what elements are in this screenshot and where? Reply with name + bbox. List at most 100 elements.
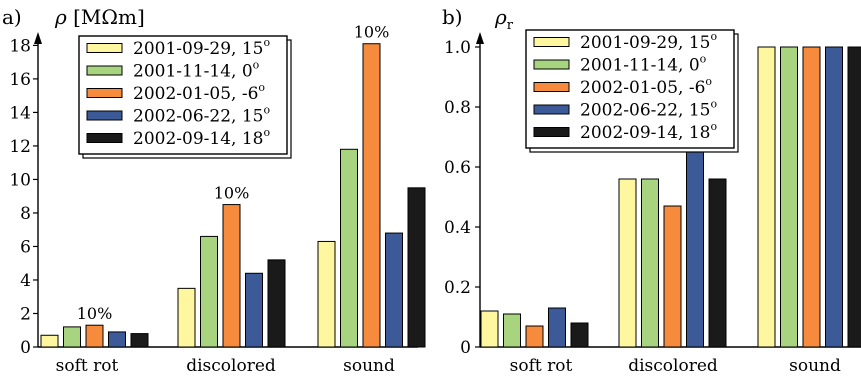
legend-label-2002-09-14: 2002-09-14, 18o — [580, 120, 717, 143]
bar-sound-2002-01-05 — [802, 46, 821, 348]
legend-label-2001-11-14: 2001-11-14, 0o — [580, 53, 707, 76]
legend-degree-superscript: o — [700, 53, 707, 66]
bar-soft-rot-2001-09-29 — [40, 334, 59, 348]
y-tick-label: 0.8 — [444, 98, 471, 118]
bar-discolored-2002-09-14 — [267, 259, 286, 348]
category-label-discolored: discolored — [628, 356, 718, 376]
legend-degree-superscript: o — [263, 104, 270, 117]
legend-degree-superscript: o — [263, 126, 270, 139]
panel-a: 0 2 4 6 8 10 12 14 16 18 a) ρ [MΩm] soft rot discolor… — [2, 5, 426, 376]
bar-discolored-2001-09-29 — [177, 287, 196, 348]
annotation-label: 10% — [214, 184, 250, 203]
bar-sound-2001-11-14 — [340, 148, 358, 348]
legend-swatch-2002-06-22 — [533, 104, 570, 115]
bar-soft-rot-2002-09-14 — [130, 333, 149, 348]
y-tick-label: 0 — [20, 338, 31, 358]
category-label-sound: sound — [789, 356, 841, 376]
bar-soft-rot-2002-09-14 — [570, 322, 589, 348]
bar-sound-2002-09-14 — [407, 187, 426, 348]
bar-soft-rot-2001-09-29 — [480, 310, 499, 348]
y-axis-arrow — [476, 32, 484, 44]
bar-discolored-2001-09-29 — [618, 178, 637, 348]
y-tick-label: 10 — [9, 170, 31, 190]
legend-swatch-2001-11-14 — [533, 59, 570, 70]
legend-swatch-2001-09-29 — [533, 37, 570, 47]
bar-soft-rot-2001-11-14 — [63, 326, 81, 348]
legend-label-2002-09-14: 2002-09-14, 18o — [133, 126, 270, 149]
legend-degree-superscript: o — [705, 75, 712, 88]
y-axis-label: ρr — [494, 5, 514, 33]
bar-discolored-2002-01-05 — [222, 204, 241, 348]
bar-sound-2002-09-14 — [847, 46, 861, 348]
y-tick-label: 0.6 — [444, 158, 471, 178]
annotation-label: 10% — [354, 23, 390, 42]
bar-soft-rot-2002-01-05 — [85, 324, 104, 348]
legend-label-2002-01-05: 2002-01-05, -6o — [133, 81, 265, 104]
y-tick-label: 4 — [20, 271, 31, 291]
category-label-discolored: discolored — [186, 356, 276, 376]
bar-discolored-2002-01-05 — [663, 205, 682, 348]
legend-degree-superscript: o — [710, 120, 717, 133]
legend-degree-superscript: o — [710, 98, 717, 111]
legend-label-2001-09-29: 2001-09-29, 15o — [580, 30, 717, 53]
category-label-sound: sound — [343, 356, 395, 376]
y-axis-label: ρ [MΩm] — [54, 5, 145, 29]
bar-soft-rot-2002-01-05 — [525, 325, 544, 348]
bar-discolored-2001-11-14 — [200, 235, 218, 348]
panel-letter: b) — [442, 5, 463, 29]
legend-swatch-2002-09-14 — [86, 133, 123, 143]
bar-soft-rot-2002-06-22 — [548, 307, 566, 348]
y-tick-label: 12 — [9, 137, 31, 157]
panel-letter: a) — [2, 5, 22, 29]
y-axis-label-symbol: ρ — [54, 5, 73, 29]
y-tick-label: 6 — [20, 237, 31, 257]
legend-swatch-2002-06-22 — [86, 110, 123, 121]
legend-swatch-2002-01-05 — [86, 88, 123, 98]
bar-discolored-2001-11-14 — [641, 178, 659, 348]
panel-b: 0 0.2 0.4 0.6 0.8 1.0 b) ρr soft rot discolored so… — [442, 5, 861, 376]
y-tick-label: 1.0 — [444, 38, 471, 58]
y-tick-label: 0 — [460, 338, 471, 358]
legend-label-2002-06-22: 2002-06-22, 15o — [580, 98, 717, 121]
legend-swatch-2001-11-14 — [86, 65, 123, 76]
legend-degree-superscript: o — [263, 36, 270, 49]
legend-swatch-2002-09-14 — [533, 127, 570, 137]
category-label-soft-rot: soft rot — [510, 356, 573, 376]
y-tick-label: 8 — [20, 204, 31, 224]
legend-swatch-2002-01-05 — [533, 82, 570, 92]
bar-sound-2002-06-22 — [385, 232, 403, 348]
bar-discolored-2002-09-14 — [708, 178, 727, 348]
y-axis-label-subscript: r — [507, 18, 514, 33]
legend-label-2002-06-22: 2002-06-22, 15o — [133, 104, 270, 127]
bar-soft-rot-2001-11-14 — [503, 313, 521, 348]
legend-label-2001-09-29: 2001-09-29, 15o — [133, 36, 270, 59]
legend-degree-superscript: o — [710, 30, 717, 43]
y-tick-label: 16 — [9, 70, 31, 90]
y-tick-label: 14 — [9, 103, 31, 123]
y-tick-label: 2 — [20, 304, 31, 324]
bar-sound-2001-09-29 — [317, 240, 336, 348]
y-tick-label: 0.4 — [444, 218, 471, 238]
bar-sound-2002-01-05 — [362, 43, 381, 348]
bar-sound-2002-06-22 — [825, 46, 843, 348]
bar-sound-2001-09-29 — [757, 46, 776, 348]
y-tick-label: 18 — [9, 36, 31, 56]
bar-discolored-2002-06-22 — [245, 272, 263, 348]
bar-sound-2001-11-14 — [780, 46, 798, 348]
legend-degree-superscript: o — [253, 59, 260, 72]
legend-label-2002-01-05: 2002-01-05, -6o — [580, 75, 712, 98]
y-tick-label: 0.2 — [444, 278, 471, 298]
bar-discolored-2002-06-22 — [686, 148, 704, 348]
y-axis-arrow — [34, 32, 42, 44]
bar-soft-rot-2002-06-22 — [108, 331, 126, 348]
category-label-soft-rot: soft rot — [56, 356, 119, 376]
legend-degree-superscript: o — [258, 81, 265, 94]
y-axis-label-unit: [MΩm] — [73, 5, 145, 29]
annotation-label: 10% — [77, 304, 113, 323]
legend-label-2001-11-14: 2001-11-14, 0o — [133, 59, 260, 82]
legend-swatch-2001-09-29 — [86, 43, 123, 53]
